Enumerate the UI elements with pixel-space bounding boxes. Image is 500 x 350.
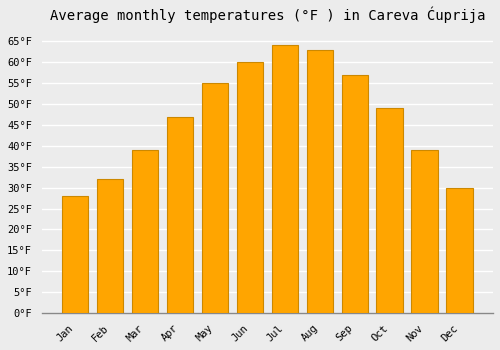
Bar	[376, 108, 402, 313]
Bar	[237, 62, 263, 313]
Bar	[132, 150, 158, 313]
Bar	[97, 179, 124, 313]
Bar	[167, 117, 193, 313]
Bar	[62, 196, 88, 313]
Bar	[446, 188, 472, 313]
Bar	[306, 50, 333, 313]
Bar	[412, 150, 438, 313]
Bar	[202, 83, 228, 313]
Title: Average monthly temperatures (°F ) in Careva Ćuprija: Average monthly temperatures (°F ) in Ca…	[50, 7, 485, 23]
Bar	[342, 75, 368, 313]
Bar	[272, 46, 298, 313]
